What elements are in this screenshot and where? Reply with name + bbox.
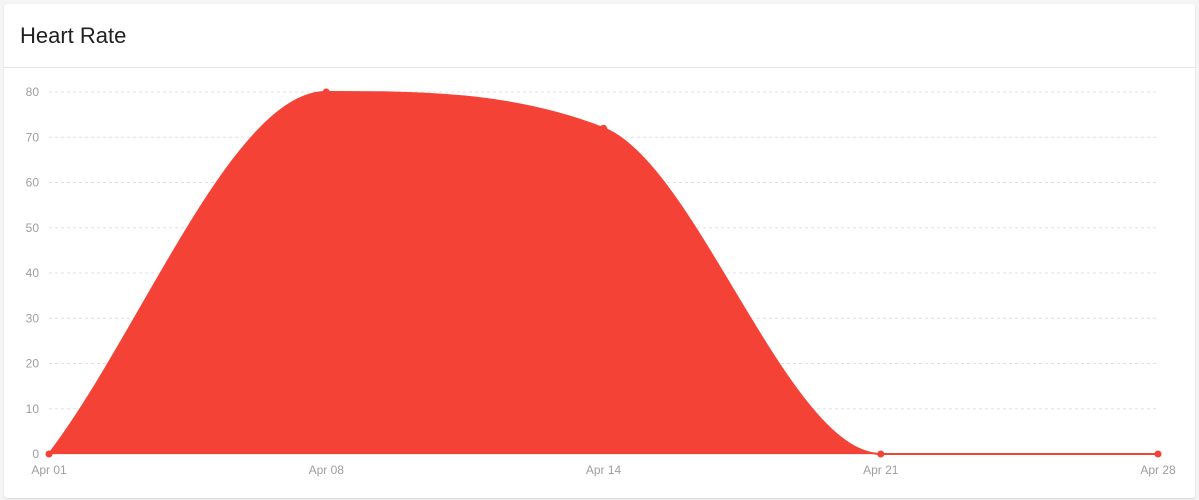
x-tick-label: Apr 08 [309,463,345,477]
y-tick-label: 50 [26,221,40,235]
data-point[interactable] [45,450,53,458]
y-tick-label: 0 [32,447,39,461]
x-tick-label: Apr 28 [1140,463,1176,477]
data-point[interactable] [600,124,607,132]
x-tick-label: Apr 01 [31,463,67,477]
y-tick-label: 80 [26,85,40,99]
x-axis-labels: Apr 01 Apr 08 Apr 14 Apr 21 Apr 28 [31,463,1176,477]
y-tick-label: 40 [26,266,40,280]
x-tick-label: Apr 14 [586,463,622,477]
point-layer [45,88,1162,458]
y-tick-label: 10 [26,402,40,416]
y-tick-label: 60 [26,176,40,190]
chart-title: Heart Rate [20,23,127,48]
data-point[interactable] [877,450,885,458]
card-header: Heart Rate [4,4,1195,68]
y-tick-label: 30 [26,311,40,325]
y-tick-label: 70 [26,130,40,144]
x-tick-label: Apr 21 [863,463,899,477]
y-axis-labels: 0 10 20 30 40 50 60 70 80 [26,85,40,461]
series-area [49,92,1158,454]
chart-card: Heart Rate 0 10 20 30 40 50 60 70 80 Apr 01 Apr 0… [4,4,1195,498]
data-point[interactable] [1154,450,1162,458]
y-tick-label: 20 [26,357,40,371]
data-point[interactable] [322,88,330,96]
